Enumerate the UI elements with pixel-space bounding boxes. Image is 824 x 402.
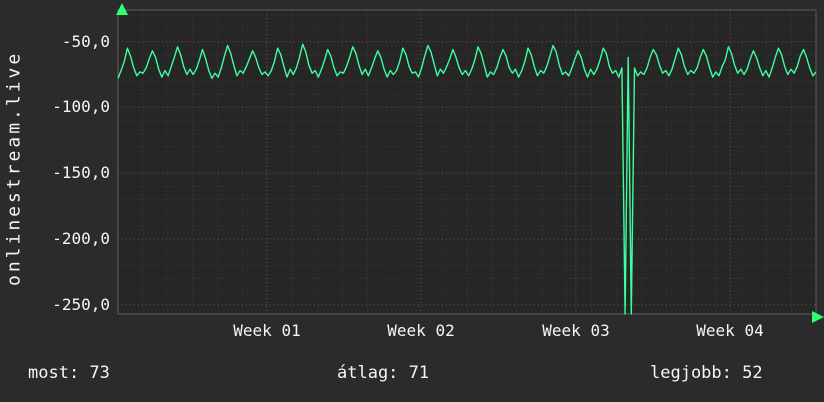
y-tick-label-100: -100,0	[52, 97, 110, 116]
y-tick-label-250: -250,0	[52, 295, 110, 314]
x-tick-label-week01: Week 01	[233, 321, 301, 340]
x-axis-arrow-icon	[812, 311, 824, 323]
y-tick-label-50: -50,0	[61, 32, 110, 51]
signal-line	[117, 43, 817, 315]
x-tick-label-week03: Week 03	[542, 321, 610, 340]
x-tick-label-week04: Week 04	[696, 321, 764, 340]
stat-current: most: 73	[28, 363, 110, 383]
y-tick-label-150: -150,0	[52, 163, 110, 182]
stat-best: legjobb: 52	[650, 363, 763, 383]
stat-average: átlag: 71	[337, 363, 430, 383]
y-tick-label-200: -200,0	[52, 229, 110, 248]
y-axis-arrow-icon	[116, 3, 128, 15]
plot-frame	[117, 9, 817, 315]
x-tick-label-week02: Week 02	[387, 321, 455, 340]
